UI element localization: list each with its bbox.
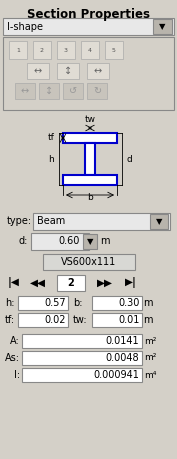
Text: b:: b: [73, 298, 82, 308]
Text: ↕: ↕ [64, 66, 72, 76]
Text: 2: 2 [68, 278, 74, 288]
Text: m⁴: m⁴ [144, 370, 156, 380]
Text: ▼: ▼ [87, 237, 93, 246]
Bar [43, 254, 135, 270]
Bar [27, 63, 49, 79]
Bar [3, 18, 174, 35]
Bar [92, 313, 142, 327]
Bar [18, 313, 68, 327]
Text: Section Properties: Section Properties [27, 8, 150, 21]
Text: 0.0048: 0.0048 [105, 353, 139, 363]
Bar [87, 83, 107, 99]
Bar [33, 213, 170, 230]
Bar [57, 41, 75, 59]
Text: b: b [87, 194, 93, 202]
Text: ▼: ▼ [159, 22, 166, 31]
Text: ↔: ↔ [34, 66, 42, 76]
Text: |◀: |◀ [8, 278, 20, 289]
Text: ↔: ↔ [94, 66, 102, 76]
Text: 3: 3 [64, 47, 68, 52]
Text: ◀◀: ◀◀ [30, 278, 46, 288]
Bar [3, 37, 174, 110]
Bar [9, 41, 27, 59]
Bar [83, 234, 97, 249]
Text: ▶|: ▶| [125, 278, 137, 289]
Text: A:: A: [10, 336, 20, 346]
Text: I-shape: I-shape [7, 22, 43, 32]
Text: tf: tf [48, 134, 55, 142]
Text: m: m [100, 236, 110, 246]
Bar [39, 83, 59, 99]
Text: 0.01: 0.01 [119, 315, 140, 325]
Bar [87, 63, 109, 79]
Bar [15, 83, 35, 99]
Bar [57, 275, 85, 291]
Text: m²: m² [144, 353, 156, 363]
Text: 4: 4 [88, 47, 92, 52]
Text: 5: 5 [112, 47, 116, 52]
Bar [105, 41, 123, 59]
Bar [31, 233, 89, 250]
Text: As:: As: [5, 353, 20, 363]
Text: 0.30: 0.30 [119, 298, 140, 308]
Text: tf:: tf: [5, 315, 15, 325]
Text: tw:: tw: [73, 315, 88, 325]
Bar [92, 296, 142, 310]
Text: h:: h: [5, 298, 15, 308]
Text: m: m [143, 315, 153, 325]
Text: ↺: ↺ [69, 86, 77, 96]
Text: ↔: ↔ [21, 86, 29, 96]
Text: m: m [143, 298, 153, 308]
Text: 2: 2 [40, 47, 44, 52]
Bar [18, 296, 68, 310]
Bar [22, 368, 142, 382]
Text: h: h [48, 155, 54, 163]
Bar [33, 41, 51, 59]
Text: ▼: ▼ [156, 217, 162, 226]
Bar [63, 133, 117, 143]
Bar [63, 175, 117, 185]
Bar [22, 351, 142, 365]
Text: 1: 1 [16, 47, 20, 52]
Text: 0.02: 0.02 [44, 315, 66, 325]
Bar [150, 214, 168, 229]
Text: 0.57: 0.57 [44, 298, 66, 308]
Bar [153, 19, 172, 34]
Bar [22, 334, 142, 348]
Text: d:: d: [19, 236, 28, 246]
Text: d: d [126, 155, 132, 163]
Text: tw: tw [84, 115, 96, 124]
Text: 0.60: 0.60 [59, 236, 80, 246]
Text: ▶▶: ▶▶ [97, 278, 113, 288]
Bar [57, 63, 79, 79]
Bar [81, 41, 99, 59]
Text: I:: I: [14, 370, 20, 380]
Text: 0.000941: 0.000941 [93, 370, 139, 380]
Text: Beam: Beam [37, 217, 65, 226]
Text: type:: type: [7, 216, 32, 226]
Bar [63, 83, 83, 99]
Text: ↻: ↻ [93, 86, 101, 96]
Text: 0.0141: 0.0141 [105, 336, 139, 346]
Text: ↕: ↕ [45, 86, 53, 96]
Text: VS600x111: VS600x111 [61, 257, 117, 267]
Text: m²: m² [144, 336, 156, 346]
Bar [85, 143, 95, 175]
